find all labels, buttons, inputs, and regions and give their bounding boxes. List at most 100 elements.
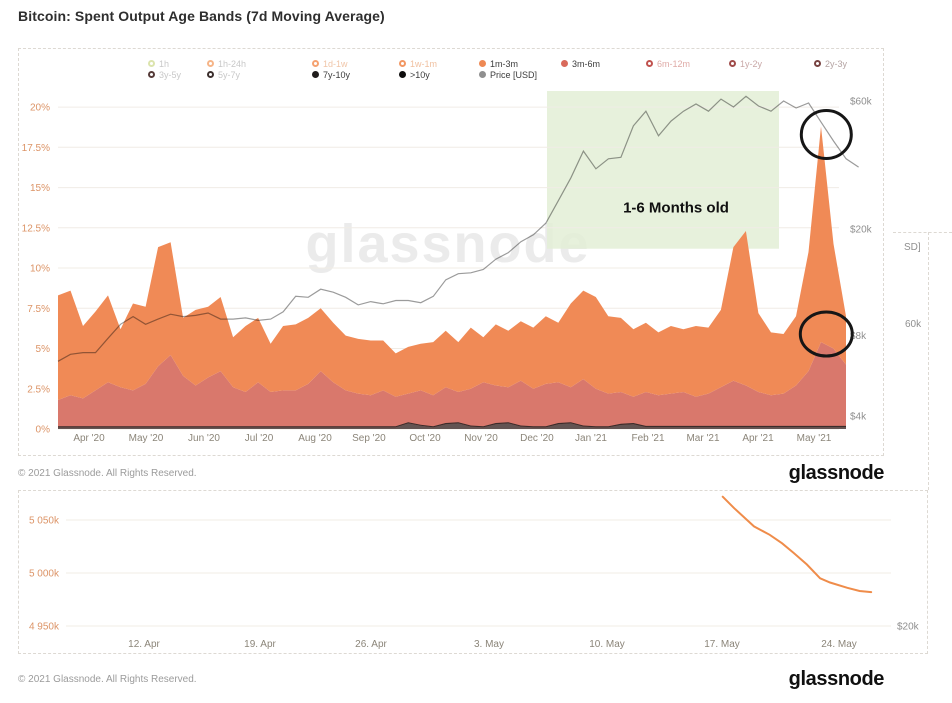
y-axis-left-label: 15% — [30, 183, 50, 194]
x-axis-label: 12. Apr — [128, 639, 160, 650]
legend-item-label: 1y-2y — [740, 58, 763, 69]
y-axis-left-label: 7.5% — [27, 304, 50, 315]
x-axis-label: Aug '20 — [298, 433, 332, 444]
legend-item-1h[interactable]: 1h — [148, 58, 169, 69]
legend-item-3y5y[interactable]: 3y-5y — [148, 69, 181, 80]
area-band-10y — [58, 422, 846, 428]
legend-dot-icon — [479, 60, 486, 67]
legend-item-PriceUSD[interactable]: Price [USD] — [479, 69, 537, 80]
legend-item-label: 1m-3m — [490, 58, 519, 69]
legend-item-label: 5y-7y — [218, 69, 241, 80]
x-axis-label: May '21 — [797, 433, 832, 444]
legend-item-7y10y[interactable]: 7y-10y — [312, 69, 350, 80]
legend-item-1w1m[interactable]: 1w-1m — [399, 58, 437, 69]
legend-item-label: 7y-10y — [323, 69, 351, 80]
x-axis-label: 10. May — [589, 639, 625, 650]
legend-item-label: 3m-6m — [572, 58, 601, 69]
legend-item-label: 1w-1m — [410, 58, 438, 69]
legend-dot-icon — [207, 71, 214, 78]
area-band-1m3m — [58, 126, 846, 401]
legend-item-6m12m[interactable]: 6m-12m — [646, 58, 690, 69]
main-chart-panel: glassnode 0% 2.5% 5% 7.5% 10% 12.5% 15% 17.5% 20… — [18, 48, 884, 456]
age-band-annotation-label: 1-6 Months old — [623, 199, 729, 217]
y-axis-left-label: 0% — [36, 425, 51, 436]
legend-dot-icon — [479, 71, 486, 78]
highlight-region — [547, 91, 779, 249]
legend-dot-icon — [312, 60, 319, 67]
copyright-text: © 2021 Glassnode. All Rights Reserved. — [18, 673, 197, 685]
bottom-metric-line — [721, 495, 873, 594]
x-axis-label: Mar '21 — [686, 433, 719, 444]
legend-item-3m6m[interactable]: 3m-6m — [561, 58, 600, 69]
cropped-legend-price-usd-tail: SD] — [904, 242, 921, 253]
legend-item-label: 2y-3y — [825, 58, 848, 69]
legend-dot-icon — [148, 71, 155, 78]
x-axis-label: Nov '20 — [464, 433, 498, 444]
legend-item-2y3y[interactable]: 2y-3y — [814, 58, 847, 69]
x-axis-label: Feb '21 — [631, 433, 664, 444]
legend-dot-icon — [814, 60, 821, 67]
y-axis-left-label: 20% — [30, 103, 50, 114]
y-axis-left-label: 12.5% — [22, 223, 50, 234]
y-axis-right-label: $60k — [850, 97, 873, 108]
copyright-text: © 2021 Glassnode. All Rights Reserved. — [18, 467, 197, 479]
y-axis-left-label: 2.5% — [27, 384, 50, 395]
x-axis-label: Jun '20 — [188, 433, 220, 444]
legend-item-1y2y[interactable]: 1y-2y — [729, 58, 762, 69]
legend-item-label: 1d-1w — [323, 58, 348, 69]
legend-item-1d1w[interactable]: 1d-1w — [312, 58, 348, 69]
legend-dot-icon — [312, 71, 319, 78]
y-axis-left-label: 17.5% — [22, 143, 50, 154]
bottom-chart-canvas[interactable]: 5 050k 5 000k 4 950k 12. Apr 19. Apr 26. Apr 3… — [19, 491, 927, 653]
y-axis-right-label: $20k — [897, 622, 920, 633]
bottom-chart-panel: 5 050k 5 000k 4 950k 12. Apr 19. Apr 26. Apr 3… — [18, 490, 928, 654]
y-axis-right-label: $4k — [850, 412, 867, 423]
legend-dot-icon — [399, 60, 406, 67]
area-band-7y10y — [58, 423, 846, 429]
cropped-panel-top-border — [893, 232, 952, 233]
x-axis-label: 3. May — [474, 639, 504, 650]
x-axis-label: 24. May — [821, 639, 857, 650]
legend-item-10y[interactable]: >10y — [399, 69, 430, 80]
legend-item-5y7y[interactable]: 5y-7y — [207, 69, 240, 80]
legend-item-label: >10y — [410, 69, 430, 80]
x-axis-label: Apr '21 — [742, 433, 774, 444]
x-axis-label: Sep '20 — [352, 433, 386, 444]
legend-dot-icon — [646, 60, 653, 67]
y-axis-left-label: 5 000k — [29, 569, 60, 580]
chart-footer: © 2021 Glassnode. All Rights Reserved. g… — [18, 460, 884, 486]
page-title: Bitcoin: Spent Output Age Bands (7d Movi… — [18, 8, 385, 24]
x-axis-label: May '20 — [129, 433, 164, 444]
x-axis-label: Dec '20 — [520, 433, 554, 444]
legend-dot-icon — [148, 60, 155, 67]
x-axis-label: Apr '20 — [73, 433, 105, 444]
glassnode-logo: glassnode — [788, 667, 885, 690]
y-axis-left-label: 5% — [36, 344, 51, 355]
legend-item-label: 6m-12m — [657, 58, 691, 69]
y-axis-right-label: $8k — [850, 331, 867, 342]
y-axis-left-label: 4 950k — [29, 622, 60, 633]
y-axis-left-label: 5 050k — [29, 516, 60, 527]
legend-item-label: 1h-24h — [218, 58, 247, 69]
legend-item-1m3m[interactable]: 1m-3m — [479, 58, 518, 69]
cropped-axis-label-60k: 60k — [905, 319, 922, 330]
x-axis-label: 19. Apr — [244, 639, 276, 650]
legend-dot-icon — [399, 71, 406, 78]
x-axis-label: 17. May — [704, 639, 740, 650]
legend-item-label: 3y-5y — [159, 69, 182, 80]
x-axis-label: Jul '20 — [245, 433, 274, 444]
legend-dot-icon — [207, 60, 214, 67]
price-line — [57, 95, 859, 362]
glassnode-watermark: glassnode — [305, 214, 591, 274]
chart-legend: 1h 1h-24h 1d-1w 1w-1m 1m-3m 3m-6m 6m-12m 1y-2y 2… — [19, 49, 883, 83]
cropped-panel-left-border — [928, 232, 929, 490]
legend-dot-icon — [561, 60, 568, 67]
legend-dot-icon — [729, 60, 736, 67]
main-chart-canvas[interactable]: 0% 2.5% 5% 7.5% 10% 12.5% 15% 17.5% 20% $60k $20k $… — [19, 49, 885, 457]
legend-item-label: 1h — [159, 58, 170, 69]
legend-item-1h24h[interactable]: 1h-24h — [207, 58, 246, 69]
y-axis-left-label: 10% — [30, 264, 50, 275]
legend-item-label: Price [USD] — [490, 69, 538, 80]
x-axis-label: Oct '20 — [409, 433, 441, 444]
y-axis-right-label: $20k — [850, 224, 873, 235]
